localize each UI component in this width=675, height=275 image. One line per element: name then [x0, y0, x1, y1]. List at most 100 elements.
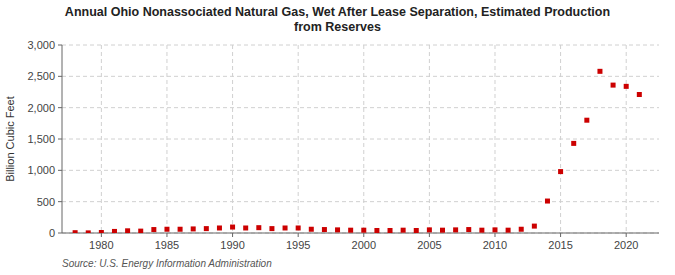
x-grid-line [560, 45, 561, 233]
x-axis-line [62, 233, 659, 234]
x-tick-label: 2015 [548, 239, 572, 251]
x-grid-line [363, 45, 364, 233]
x-tick [429, 233, 430, 237]
point [204, 226, 209, 231]
grid [62, 45, 659, 233]
y-tick-label: 1,000 [27, 164, 55, 176]
y-tick-label: 2,000 [27, 102, 55, 114]
point [388, 228, 393, 233]
point [73, 230, 78, 233]
y-tick-label: 0 [49, 227, 55, 239]
point [243, 225, 248, 230]
x-tick [166, 233, 167, 237]
y-tick [58, 107, 62, 108]
y-tick [58, 45, 62, 46]
y-grid-line [62, 139, 659, 140]
point [401, 228, 406, 233]
y-axis-line [62, 45, 63, 233]
point [112, 229, 117, 233]
y-tick [58, 233, 62, 234]
point [414, 228, 419, 233]
x-grid-line [494, 45, 495, 233]
point [466, 227, 471, 232]
y-grid-line [62, 170, 659, 171]
point [479, 228, 484, 233]
x-tick-label: 2010 [483, 239, 507, 251]
point [532, 224, 537, 229]
y-tick [58, 139, 62, 140]
x-tick-label: 1980 [89, 239, 113, 251]
x-tick-label: 1990 [220, 239, 244, 251]
chart: Annual Ohio Nonassociated Natural Gas, W… [0, 0, 675, 275]
point [322, 227, 327, 232]
point [374, 228, 379, 233]
point [492, 227, 497, 232]
y-tick-label: 1,500 [27, 133, 55, 145]
y-grid-line [62, 233, 659, 234]
x-tick [560, 233, 561, 237]
y-grid-line [62, 107, 659, 108]
x-grid-line [101, 45, 102, 233]
point [283, 225, 288, 230]
point [164, 227, 169, 232]
y-tick-label: 3,000 [27, 39, 55, 51]
title: Annual Ohio Nonassociated Natural Gas, W… [65, 5, 610, 34]
point [86, 230, 91, 233]
point [309, 227, 314, 232]
point [191, 226, 196, 231]
point [597, 69, 602, 74]
y-tick-label: 2,500 [27, 70, 55, 82]
x-tick-label: 1985 [155, 239, 179, 251]
x-tick [101, 233, 102, 237]
x-tick [298, 233, 299, 237]
x-tick [626, 233, 627, 237]
point [637, 92, 642, 97]
point [256, 225, 261, 230]
point [440, 228, 445, 233]
y-tick [58, 76, 62, 77]
point [506, 228, 511, 233]
point [178, 227, 183, 232]
point [361, 228, 366, 233]
point [453, 227, 458, 232]
point [217, 225, 222, 230]
point [269, 226, 274, 231]
y-tick-label: 500 [37, 196, 55, 208]
x-grid-line [232, 45, 233, 233]
x-grid-line [298, 45, 299, 233]
y-tick [58, 170, 62, 171]
y-grid-line [62, 76, 659, 77]
x-tick-label: 2000 [352, 239, 376, 251]
points [73, 69, 642, 233]
y-grid-line [62, 201, 659, 202]
x-grid-line [626, 45, 627, 233]
y-grid-line [62, 45, 659, 46]
point [99, 230, 104, 233]
x-tick [494, 233, 495, 237]
x-grid-line [429, 45, 430, 233]
point [348, 228, 353, 233]
point [624, 84, 629, 89]
point [296, 225, 301, 230]
x-tick-label: 1995 [286, 239, 310, 251]
axes: 0 500 1,000 1,500 2,000 2,500 3,000 1980 1985 199… [27, 39, 659, 251]
point [230, 225, 235, 230]
point [335, 227, 340, 232]
y-tick [58, 201, 62, 202]
title-line: from Reserves [294, 20, 381, 34]
title-line: Annual Ohio Nonassociated Natural Gas, W… [65, 5, 610, 19]
point [571, 141, 576, 146]
point [427, 227, 432, 232]
x-tick [232, 233, 233, 237]
point [519, 227, 524, 232]
x-tick-label: 2005 [417, 239, 441, 251]
point [611, 83, 616, 88]
point [545, 199, 550, 204]
x-tick [363, 233, 364, 237]
point [125, 228, 130, 233]
point [138, 229, 143, 233]
source: Source: U.S. Energy Information Administ… [62, 258, 272, 269]
point [584, 118, 589, 123]
point [151, 227, 156, 232]
x-grid-line [166, 45, 167, 233]
